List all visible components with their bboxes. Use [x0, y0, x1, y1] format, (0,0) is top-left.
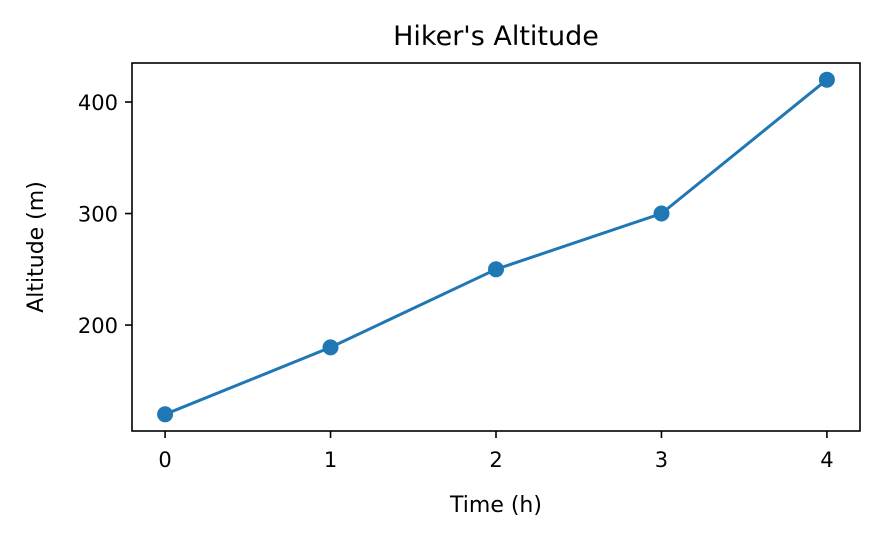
x-axis-label: Time (h) — [449, 493, 542, 518]
x-tick-label: 4 — [820, 448, 833, 472]
x-tick-label: 2 — [489, 448, 502, 472]
data-point — [488, 261, 504, 278]
series-line — [164, 78, 828, 416]
plot-frame — [131, 62, 861, 432]
x-tick-label: 1 — [324, 448, 337, 472]
plot-area — [157, 71, 835, 423]
data-point — [653, 205, 670, 222]
y-tick-label: 200 — [78, 314, 118, 338]
data-point — [157, 406, 174, 423]
y-axis-label: Altitude (m) — [24, 181, 49, 313]
y-tick-label: 300 — [78, 203, 118, 227]
chart-title: Hiker's Altitude — [393, 21, 599, 52]
x-tick-label: 0 — [158, 448, 171, 472]
data-point — [322, 339, 339, 356]
x-tick-label: 3 — [655, 448, 668, 472]
data-point — [818, 71, 835, 88]
y-tick-label: 400 — [78, 91, 118, 115]
